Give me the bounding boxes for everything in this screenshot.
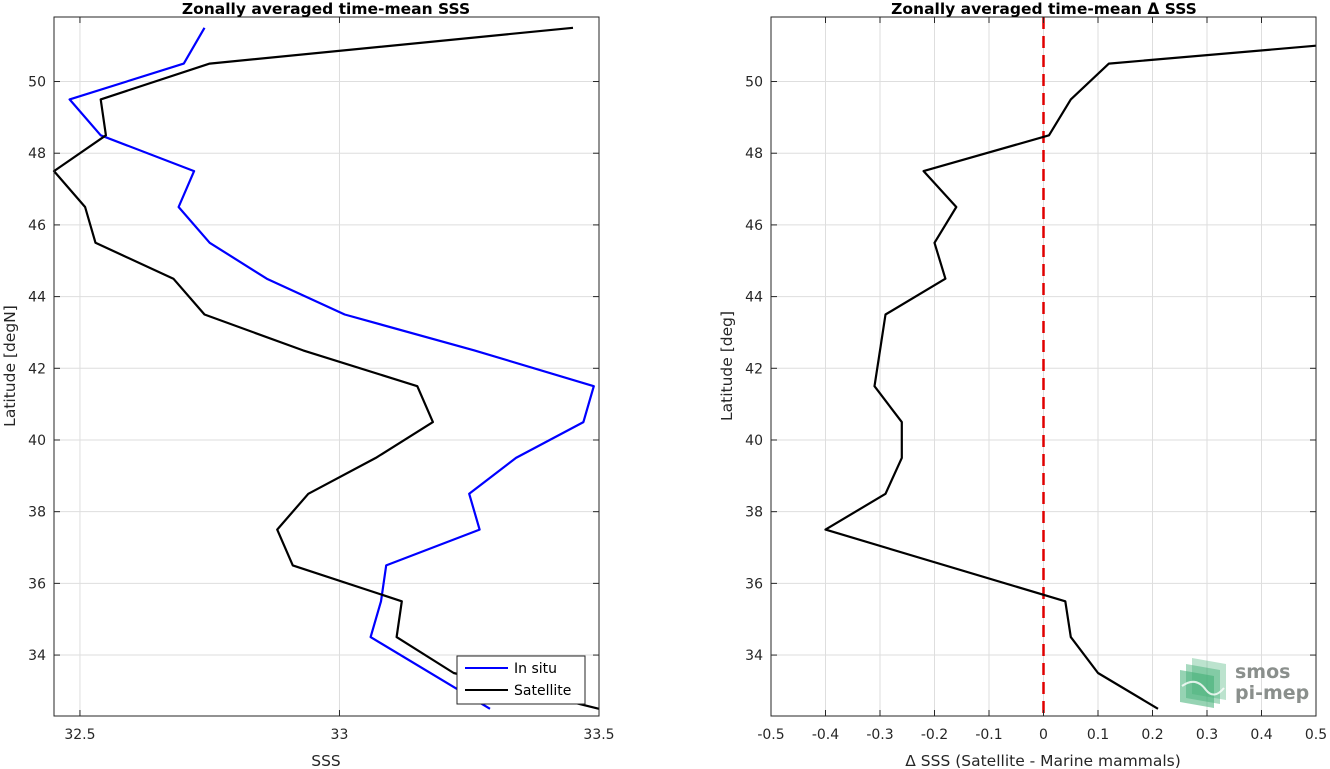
right-chart: -0.5 -0.4 -0.3 -0.2 -0.1 0 0.1 0.2 0.3 0.4 0.5 34 36…	[718, 0, 1327, 769]
y-tick-label: 44	[28, 290, 46, 306]
x-tick-label: -0.3	[866, 727, 893, 743]
y-tick-label: 36	[28, 576, 46, 592]
satellite-series-line	[52, 26, 600, 710]
y-tick-label: 46	[745, 218, 763, 234]
x-tick-label: -0.2	[921, 727, 948, 743]
legend-satellite-label: Satellite	[514, 683, 571, 699]
x-tick-label: 0.4	[1250, 727, 1272, 743]
y-tick-label: 44	[745, 290, 763, 306]
y-tick-label: 40	[28, 433, 46, 449]
y-tick-label: 34	[745, 648, 763, 664]
left-ticks: 32.5 33 33.5 34 36 38 40 42 44 46 48 50	[28, 17, 615, 743]
left-grid	[54, 17, 599, 716]
smos-pi-mep-logo: smos pi-mep	[1180, 658, 1309, 708]
x-tick-label: -0.4	[812, 727, 839, 743]
x-tick-label: 0	[1039, 727, 1048, 743]
y-tick-label: 38	[28, 505, 46, 521]
y-tick-label: 42	[28, 361, 46, 377]
left-series	[52, 26, 600, 710]
x-tick-label: 0.2	[1141, 727, 1163, 743]
y-tick-label: 42	[745, 361, 763, 377]
in-situ-series-line	[68, 27, 595, 710]
y-tick-label: 50	[745, 75, 763, 91]
left-x-axis-label: SSS	[311, 752, 341, 769]
x-tick-label: 33	[331, 727, 349, 743]
x-tick-label: 32.5	[64, 727, 95, 743]
y-tick-label: 36	[745, 576, 763, 592]
left-y-axis-label: Latitude [degN]	[1, 305, 19, 427]
legend: In situ Satellite	[456, 655, 586, 705]
right-y-axis-label: Latitude [deg]	[718, 311, 736, 421]
y-tick-label: 34	[28, 648, 46, 664]
legend-in-situ-label: In situ	[514, 661, 557, 677]
y-tick-label: 50	[28, 75, 46, 91]
y-tick-label: 48	[745, 146, 763, 162]
y-tick-label: 38	[745, 505, 763, 521]
x-tick-label: 0.1	[1087, 727, 1109, 743]
x-tick-label: -0.5	[757, 727, 784, 743]
left-plot-area	[54, 17, 599, 716]
logo-wave-icon	[1180, 658, 1226, 708]
x-tick-label: 0.3	[1196, 727, 1218, 743]
logo-line2: pi-mep	[1235, 682, 1309, 704]
right-ticks: -0.5 -0.4 -0.3 -0.2 -0.1 0 0.1 0.2 0.3 0.4 0.5 34 36…	[745, 17, 1327, 743]
left-chart: 32.5 33 33.5 34 36 38 40 42 44 46 48 50 Zonally ave…	[1, 0, 615, 769]
y-tick-label: 48	[28, 146, 46, 162]
x-tick-label: -0.1	[975, 727, 1002, 743]
right-delta-series-line	[824, 44, 1317, 710]
right-x-axis-label: Δ SSS (Satellite - Marine mammals)	[905, 752, 1181, 769]
right-series	[824, 17, 1317, 716]
left-chart-title: Zonally averaged time-mean SSS	[182, 0, 470, 18]
x-tick-label: 33.5	[583, 727, 614, 743]
x-tick-label: 0.5	[1305, 727, 1327, 743]
legend-box	[456, 655, 586, 705]
y-tick-label: 40	[745, 433, 763, 449]
logo-line1: smos	[1235, 661, 1290, 683]
left-axes-box	[53, 16, 600, 717]
y-tick-label: 46	[28, 218, 46, 234]
right-chart-title: Zonally averaged time-mean Δ SSS	[891, 0, 1197, 18]
